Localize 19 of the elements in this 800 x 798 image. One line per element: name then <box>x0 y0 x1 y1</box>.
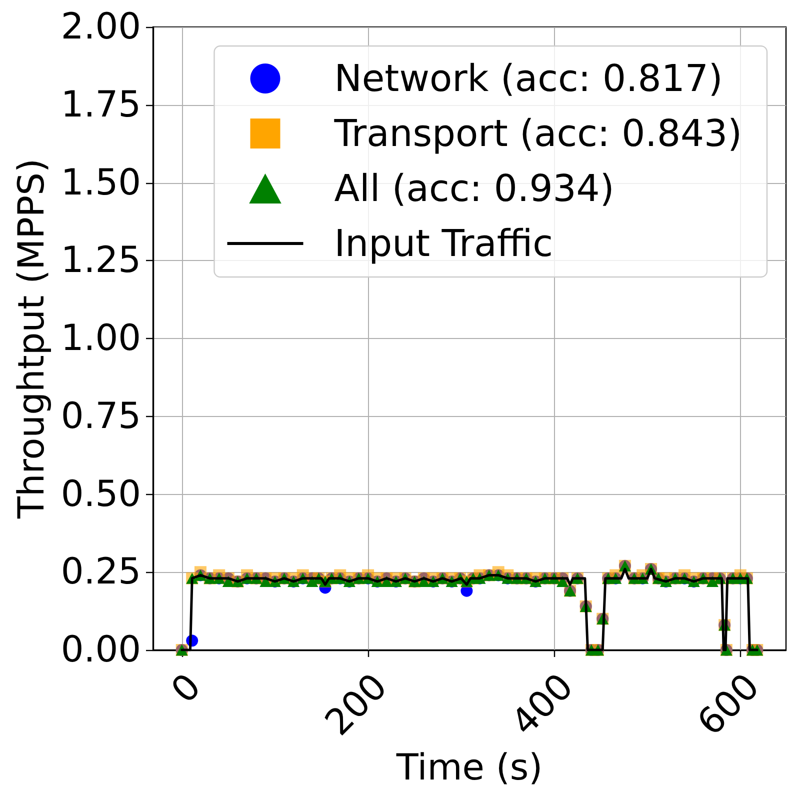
y-tick-label: 1.00 <box>60 318 141 359</box>
y-tick-label: 0.75 <box>60 396 141 437</box>
y-tick-label: 0.00 <box>60 630 141 670</box>
y-tick-label: 2.00 <box>60 6 141 48</box>
legend-label: Transport (acc: 0.843) <box>333 112 742 155</box>
x-tick-label: 400 <box>504 666 582 744</box>
x-tick-label: 600 <box>690 666 768 744</box>
x-tick-label: 0 <box>164 666 210 712</box>
y-axis-title: Throughtput (MPPS) <box>11 158 52 520</box>
y-tick-label: 1.50 <box>60 162 141 204</box>
y-tick-label: 0.50 <box>60 474 141 515</box>
y-tick-label: 0.25 <box>60 552 141 593</box>
legend-label: Network (acc: 0.817) <box>334 57 723 100</box>
legend-label: All (acc: 0.934) <box>334 167 614 210</box>
y-tick-label: 1.25 <box>60 240 141 282</box>
y-tick-label: 1.75 <box>60 84 141 126</box>
x-axis-title: Time (s) <box>395 748 543 788</box>
x-tick-label: 200 <box>318 666 396 744</box>
legend-label: Input Traffic <box>334 222 553 265</box>
